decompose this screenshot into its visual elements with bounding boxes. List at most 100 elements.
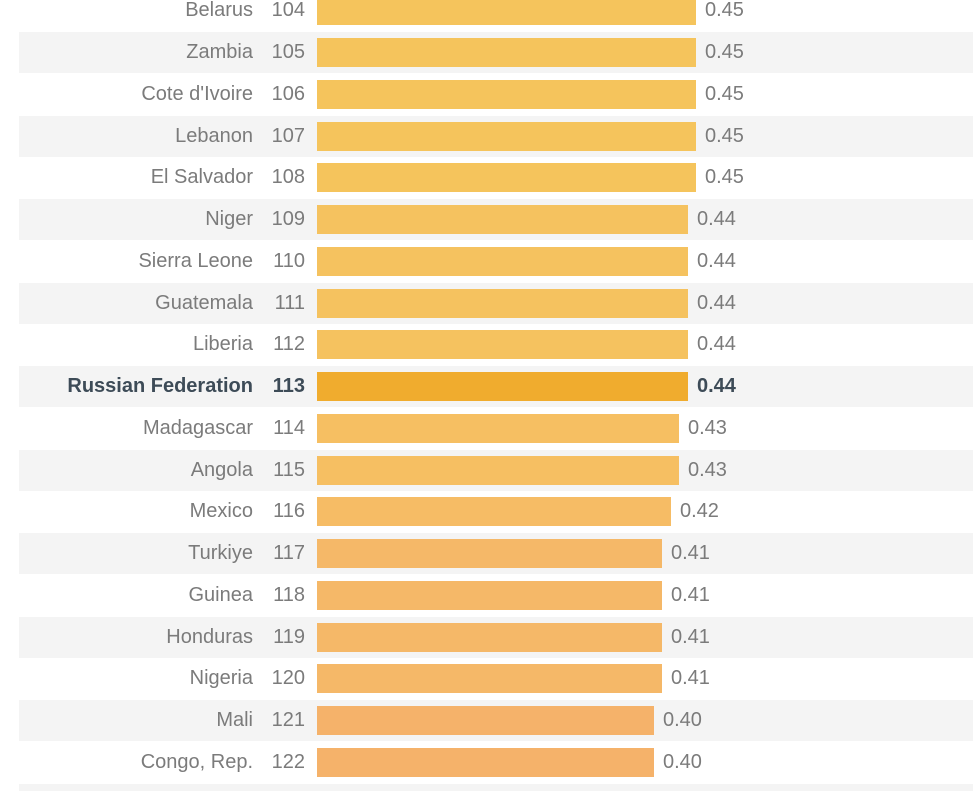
bar[interactable]	[317, 747, 654, 777]
bar-track	[317, 0, 696, 26]
chart-row[interactable]: Guinea 118 0.41	[0, 575, 973, 617]
rank-label: 109	[271, 208, 305, 231]
bar[interactable]	[317, 706, 654, 736]
rank-label: 111	[274, 291, 305, 314]
bar[interactable]	[317, 664, 662, 694]
chart-row[interactable]: Niger 109 0.44	[0, 199, 973, 241]
value-label: 0.42	[680, 500, 719, 523]
bar[interactable]	[317, 205, 688, 235]
chart-row[interactable]: Mexico 116 0.42	[0, 491, 973, 533]
country-label: Mali	[216, 709, 253, 732]
country-label: Sierra Leone	[138, 249, 253, 272]
country-label: Angola	[190, 458, 253, 481]
bar[interactable]	[317, 539, 662, 569]
bar-track	[317, 205, 688, 235]
value-label: 0.44	[697, 208, 736, 231]
value-label: 0.44	[697, 333, 736, 356]
rank-label: 107	[271, 124, 305, 147]
chart-row[interactable]: El Salvador 108 0.45	[0, 157, 973, 199]
country-label: Madagascar	[142, 416, 253, 439]
chart-row[interactable]: Cote d'Ivoire 106 0.45	[0, 74, 973, 116]
chart-row[interactable]: Angola 115 0.43	[0, 449, 973, 491]
bar-track	[317, 121, 696, 151]
rank-label: 108	[271, 166, 305, 189]
bar[interactable]	[317, 372, 688, 402]
rank-label: 122	[271, 750, 305, 773]
country-label: Zambia	[186, 41, 253, 64]
bar[interactable]	[317, 121, 696, 151]
value-label: 0.44	[697, 249, 736, 272]
bar-track	[317, 622, 662, 652]
chart-row-partial[interactable]	[0, 783, 973, 791]
country-label: Cote d'Ivoire	[141, 82, 253, 105]
rank-label: 104	[271, 0, 305, 22]
country-label: Honduras	[166, 625, 253, 648]
chart-row[interactable]: Mali 121 0.40	[0, 700, 973, 742]
rank-label: 106	[271, 82, 305, 105]
value-label: 0.43	[688, 416, 727, 439]
bar[interactable]	[317, 497, 671, 527]
country-label: Lebanon	[175, 124, 253, 147]
bar-track	[317, 413, 679, 443]
bar[interactable]	[317, 580, 662, 610]
bar-track	[317, 580, 662, 610]
country-label: Niger	[205, 208, 253, 231]
value-label: 0.45	[705, 124, 744, 147]
rank-label: 121	[271, 709, 305, 732]
chart-row[interactable]: Liberia 112 0.44	[0, 324, 973, 366]
value-label: 0.41	[671, 667, 710, 690]
rank-label: 115	[273, 458, 305, 481]
rank-label: 113	[272, 375, 305, 398]
value-label: 0.41	[671, 583, 710, 606]
rank-label: 118	[273, 583, 305, 606]
bar-track	[317, 163, 696, 193]
bar[interactable]	[317, 246, 688, 276]
bar[interactable]	[317, 38, 696, 68]
bar-track	[317, 497, 671, 527]
chart-row[interactable]: Russian Federation 113 0.44	[0, 366, 973, 408]
bar[interactable]	[317, 288, 688, 318]
rank-label: 116	[273, 500, 305, 523]
chart-row[interactable]: Congo, Rep. 122 0.40	[0, 742, 973, 784]
value-label: 0.44	[697, 291, 736, 314]
bar-track	[317, 330, 688, 360]
country-label: Russian Federation	[67, 375, 253, 398]
value-label: 0.41	[671, 625, 710, 648]
country-label: Guinea	[188, 583, 254, 606]
bar-track	[317, 38, 696, 68]
rank-label: 117	[273, 542, 305, 565]
chart-row[interactable]: Madagascar 114 0.43	[0, 408, 973, 450]
rank-label: 112	[273, 333, 305, 356]
bar-track	[317, 288, 688, 318]
chart-row[interactable]: Sierra Leone 110 0.44	[0, 241, 973, 283]
bar[interactable]	[317, 0, 696, 26]
bar[interactable]	[317, 79, 696, 109]
country-label: Belarus	[185, 0, 253, 22]
country-label: Nigeria	[189, 667, 253, 690]
country-label: Congo, Rep.	[140, 750, 253, 773]
bar[interactable]	[317, 413, 679, 443]
chart-row[interactable]: Turkiye 117 0.41	[0, 533, 973, 575]
rank-label: 114	[273, 416, 305, 439]
bar-track	[317, 246, 688, 276]
chart-row[interactable]: Belarus 104 0.45	[0, 0, 973, 32]
bar-track	[317, 455, 679, 485]
bar[interactable]	[317, 330, 688, 360]
chart-row[interactable]: Lebanon 107 0.45	[0, 115, 973, 157]
value-label: 0.40	[663, 709, 702, 732]
value-label: 0.45	[705, 0, 744, 22]
chart-row[interactable]: Honduras 119 0.41	[0, 616, 973, 658]
rank-label: 120	[271, 667, 305, 690]
chart-row[interactable]: Guatemala 111 0.44	[0, 282, 973, 324]
chart-row[interactable]: Nigeria 120 0.41	[0, 658, 973, 700]
value-label: 0.40	[663, 750, 702, 773]
chart-row[interactable]: Zambia 105 0.45	[0, 32, 973, 74]
country-label: Liberia	[192, 333, 253, 356]
country-label: El Salvador	[150, 166, 253, 189]
bar-track	[317, 372, 688, 402]
bar[interactable]	[317, 163, 696, 193]
bar[interactable]	[317, 455, 679, 485]
bar[interactable]	[317, 622, 662, 652]
